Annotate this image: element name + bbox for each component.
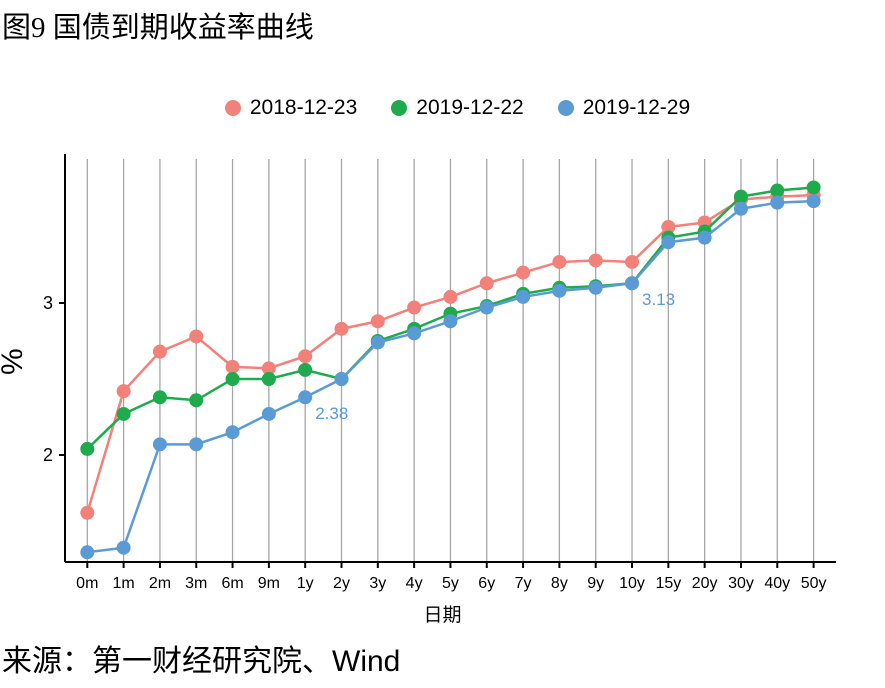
- svg-text:0m: 0m: [76, 575, 98, 592]
- svg-text:8y: 8y: [551, 575, 568, 592]
- svg-text:3: 3: [43, 293, 53, 313]
- svg-text:4y: 4y: [406, 575, 423, 592]
- svg-text:30y: 30y: [728, 575, 754, 592]
- svg-text:3m: 3m: [185, 575, 207, 592]
- svg-text:7y: 7y: [515, 575, 532, 592]
- svg-text:3.13: 3.13: [642, 290, 675, 309]
- svg-text:9y: 9y: [587, 575, 604, 592]
- svg-text:6m: 6m: [221, 575, 243, 592]
- svg-text:5y: 5y: [442, 575, 459, 592]
- svg-text:2m: 2m: [149, 575, 171, 592]
- svg-text:1y: 1y: [297, 575, 314, 592]
- svg-text:9m: 9m: [258, 575, 280, 592]
- svg-text:1m: 1m: [112, 575, 134, 592]
- svg-text:50y: 50y: [801, 575, 827, 592]
- svg-text:10y: 10y: [619, 575, 645, 592]
- svg-text:20y: 20y: [692, 575, 718, 592]
- svg-text:2y: 2y: [333, 575, 350, 592]
- svg-text:6y: 6y: [478, 575, 495, 592]
- svg-text:40y: 40y: [764, 575, 790, 592]
- svg-text:2.38: 2.38: [315, 404, 348, 423]
- svg-text:2: 2: [43, 445, 53, 465]
- svg-text:15y: 15y: [655, 575, 681, 592]
- svg-text:3y: 3y: [369, 575, 386, 592]
